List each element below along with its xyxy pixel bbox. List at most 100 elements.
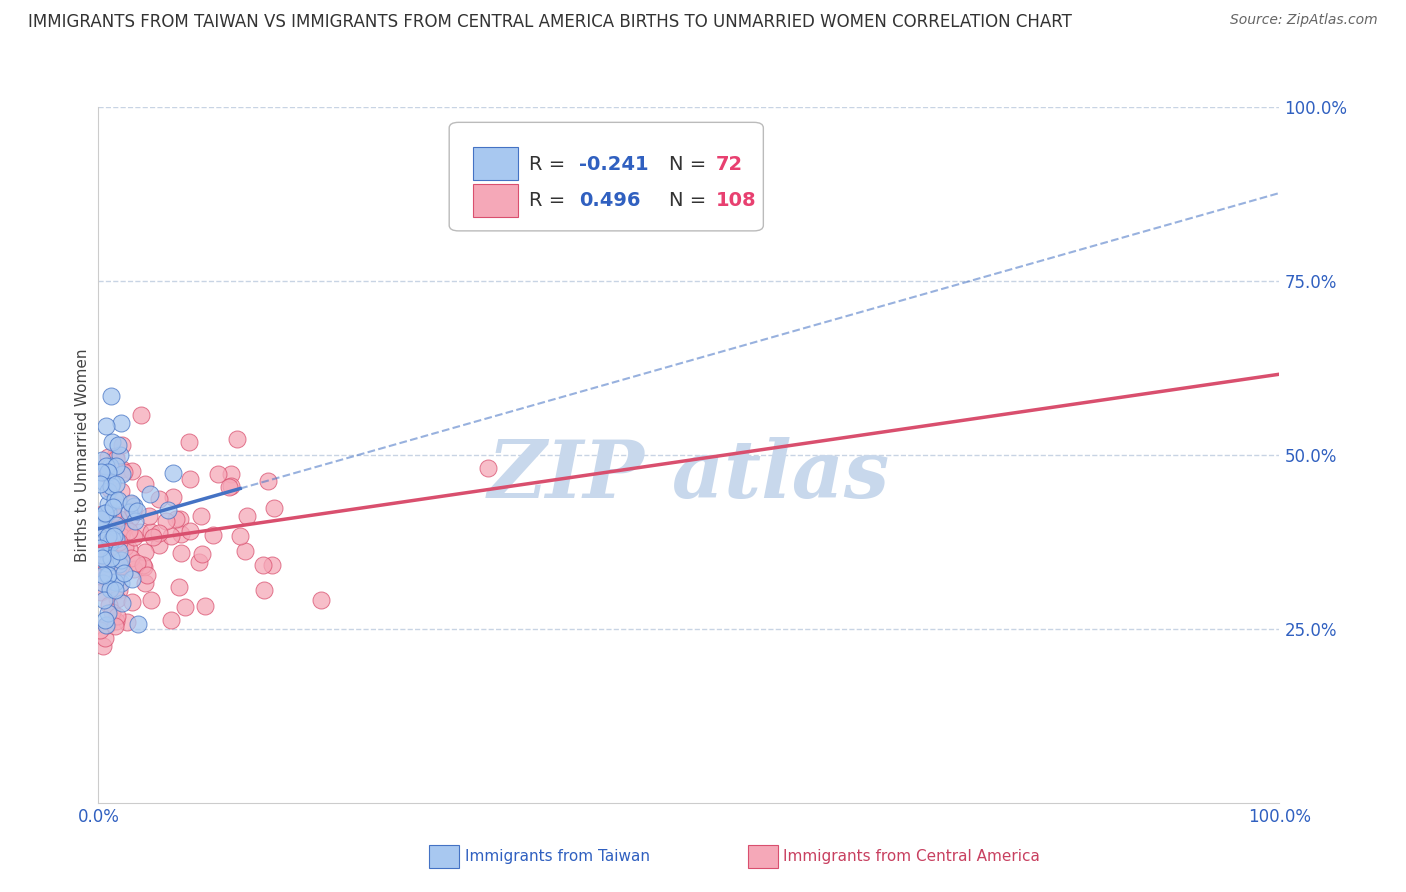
Point bbox=[112, 465, 135, 479]
Point bbox=[148, 538, 170, 552]
Point bbox=[138, 487, 160, 501]
Point bbox=[118, 505, 141, 519]
Point bbox=[134, 476, 156, 491]
Point bbox=[101, 511, 124, 525]
Point bbox=[93, 521, 115, 535]
Point bbox=[129, 408, 152, 422]
Point bbox=[91, 551, 114, 566]
Point bbox=[110, 483, 132, 498]
Point bbox=[125, 504, 148, 518]
Point bbox=[101, 434, 124, 449]
Point bbox=[100, 605, 122, 619]
Point bbox=[134, 545, 156, 559]
Point bbox=[94, 506, 117, 520]
Point bbox=[98, 598, 121, 612]
Point bbox=[97, 450, 120, 465]
Y-axis label: Births to Unmarried Women: Births to Unmarried Women bbox=[75, 348, 90, 562]
Point bbox=[262, 558, 284, 573]
Point bbox=[107, 535, 129, 549]
Point bbox=[98, 536, 121, 550]
Point bbox=[97, 606, 120, 620]
Point bbox=[190, 547, 212, 561]
Point bbox=[94, 613, 117, 627]
Point bbox=[110, 558, 132, 572]
Point bbox=[101, 506, 124, 520]
Point bbox=[159, 614, 181, 628]
Point bbox=[96, 458, 118, 473]
Point bbox=[100, 582, 122, 596]
Text: 0.496: 0.496 bbox=[579, 192, 641, 211]
Point bbox=[187, 555, 209, 569]
Point bbox=[93, 475, 115, 490]
Point bbox=[235, 544, 257, 558]
Text: N =: N = bbox=[669, 154, 713, 174]
Point bbox=[148, 525, 170, 540]
Point bbox=[97, 519, 120, 533]
Point bbox=[107, 438, 129, 452]
Point bbox=[219, 478, 242, 492]
Point bbox=[117, 542, 139, 557]
Point bbox=[174, 600, 197, 615]
Point bbox=[122, 530, 145, 544]
Point bbox=[107, 492, 129, 507]
Point bbox=[94, 419, 117, 434]
Point bbox=[104, 491, 127, 506]
Text: ZIP atlas: ZIP atlas bbox=[488, 437, 890, 515]
Point bbox=[103, 500, 125, 515]
Point bbox=[96, 513, 118, 527]
Point bbox=[108, 448, 131, 462]
FancyBboxPatch shape bbox=[472, 146, 517, 180]
Point bbox=[101, 476, 124, 491]
Point bbox=[167, 580, 190, 594]
Point bbox=[110, 529, 132, 543]
Point bbox=[91, 507, 114, 521]
Point bbox=[162, 466, 184, 480]
Point bbox=[122, 504, 145, 518]
Point bbox=[97, 568, 120, 582]
Point bbox=[139, 524, 162, 539]
FancyBboxPatch shape bbox=[449, 122, 763, 231]
Point bbox=[169, 512, 191, 526]
Point bbox=[90, 530, 112, 544]
Point bbox=[100, 389, 122, 403]
Point bbox=[179, 524, 201, 539]
Point bbox=[122, 499, 145, 513]
Point bbox=[101, 527, 124, 541]
Point bbox=[90, 570, 112, 584]
Point bbox=[94, 618, 117, 632]
Point bbox=[170, 546, 193, 560]
Point bbox=[93, 567, 115, 582]
Point bbox=[257, 474, 280, 488]
Point bbox=[97, 505, 120, 519]
Point bbox=[104, 575, 127, 590]
Point bbox=[129, 524, 152, 539]
Point bbox=[114, 520, 136, 534]
Point bbox=[122, 503, 145, 517]
Point bbox=[120, 497, 142, 511]
FancyBboxPatch shape bbox=[472, 184, 517, 217]
Point bbox=[90, 512, 112, 526]
Point bbox=[311, 593, 333, 607]
Point bbox=[155, 514, 177, 528]
Point bbox=[90, 510, 112, 524]
Point bbox=[105, 450, 128, 465]
Point bbox=[91, 453, 114, 467]
Point bbox=[90, 465, 112, 479]
Point bbox=[110, 575, 132, 590]
Point bbox=[94, 631, 117, 645]
Point bbox=[90, 548, 112, 562]
Point bbox=[111, 462, 134, 476]
Point bbox=[148, 492, 170, 507]
Text: R =: R = bbox=[530, 192, 572, 211]
Point bbox=[121, 595, 143, 609]
Text: Immigrants from Central America: Immigrants from Central America bbox=[783, 849, 1040, 863]
Point bbox=[139, 593, 162, 607]
Point bbox=[104, 476, 127, 491]
Point bbox=[477, 461, 499, 475]
Point bbox=[169, 526, 191, 541]
Point bbox=[179, 472, 201, 486]
Point bbox=[194, 599, 217, 613]
Point bbox=[221, 467, 243, 482]
Text: 72: 72 bbox=[716, 154, 744, 174]
Point bbox=[104, 582, 127, 597]
